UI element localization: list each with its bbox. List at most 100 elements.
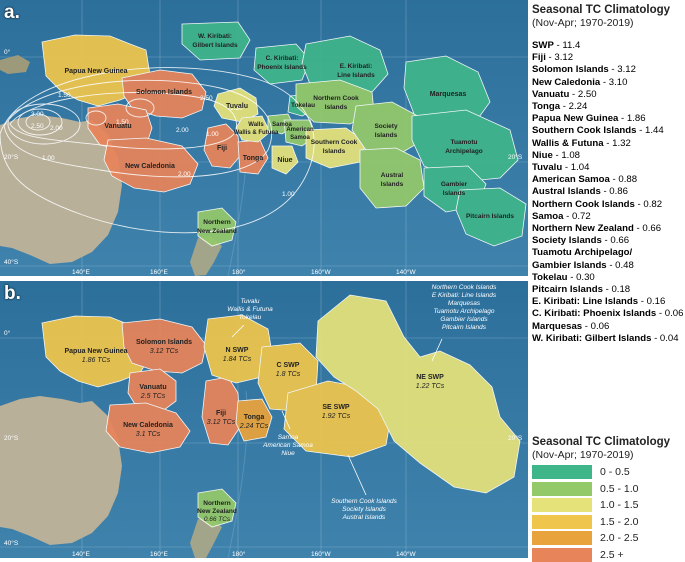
callout-cswp: American Samoa bbox=[262, 442, 313, 449]
callout-nswp: Wallis & Futuna bbox=[227, 306, 273, 313]
legend-item-name: Solomon Islands bbox=[532, 64, 609, 76]
contour-labels: 3.00 2.50 2.00 2.00 1.50 1.50 1.50 1.00 … bbox=[31, 92, 295, 198]
region-fiji bbox=[203, 123, 241, 169]
legend-item-value: - 2.50 bbox=[569, 88, 597, 100]
legend-item-value: - 1.44 bbox=[636, 125, 664, 137]
label-solomon: Solomon Islands bbox=[136, 89, 192, 96]
legend-item-value: - 0.18 bbox=[602, 284, 631, 296]
label-nz-2: New Zealand bbox=[197, 228, 237, 235]
contours bbox=[0, 67, 315, 234]
label-region: SE SWP bbox=[322, 404, 350, 411]
regions-b bbox=[41, 294, 521, 528]
legend-item-value: - 0.30 bbox=[567, 271, 595, 283]
label-region: Papua New Guinea bbox=[64, 348, 127, 355]
legend-item-value: - 0.82 bbox=[634, 198, 663, 210]
legend-list-item: Samoa - 0.72 bbox=[532, 211, 685, 223]
legend-list-item: Northern Cook Islands - 0.82 bbox=[532, 199, 685, 211]
contour-label: 1.00 bbox=[282, 191, 295, 198]
label-value: 1.8 TCs bbox=[276, 371, 301, 378]
label-society-1: Society bbox=[374, 123, 398, 130]
label-tuamotu-2: Archipelago bbox=[445, 148, 483, 155]
region-vanuatu bbox=[127, 368, 177, 414]
label-fiji: Fiji bbox=[217, 145, 227, 152]
land bbox=[0, 396, 222, 558]
legend-list-item: Tuamotu Archipelago/ bbox=[532, 247, 685, 259]
label-tuvalu: Tuvalu bbox=[226, 103, 248, 110]
legend-swatch-label: 0.5 - 1.0 bbox=[600, 482, 639, 495]
legend-item-name: Tokelau bbox=[532, 271, 568, 283]
legend-item-value: - 0.88 bbox=[609, 174, 638, 186]
legend-list-item: American Samoa - 0.88 bbox=[532, 174, 685, 186]
label-vanuatu: Vanuatu bbox=[104, 123, 131, 130]
legend-item-name: Niue bbox=[532, 149, 553, 161]
legend-list-item: Fiji - 3.12 bbox=[532, 52, 685, 64]
label-ckiri-1: C. Kiribati: bbox=[266, 55, 299, 62]
callout-neswp: Tuamotu Archipelago bbox=[433, 308, 494, 315]
label-tuamotu-1: Tuamotu bbox=[451, 139, 478, 146]
label-value: 1.22 TCs bbox=[416, 383, 445, 390]
label-wkiri-1: W. Kiribati: bbox=[198, 33, 232, 40]
legend-item-name: SWP bbox=[532, 40, 554, 51]
label-newcal: New Caledonia bbox=[125, 163, 175, 170]
label-society-2: Islands bbox=[375, 132, 398, 139]
contour-label: 2.50 bbox=[31, 123, 44, 130]
region-pitcairn bbox=[455, 187, 527, 247]
callout-neswp: Gambier Islands bbox=[440, 316, 488, 323]
legend-list-item: New Caledonia - 3.10 bbox=[532, 77, 685, 89]
contour-label: 2.00 bbox=[178, 171, 191, 178]
label-gambier-1: Gambier bbox=[441, 181, 468, 188]
label-amsamoa-1: American bbox=[286, 127, 314, 133]
label-ckiri-2: Phoenix Islands bbox=[257, 64, 307, 71]
label-value: 3.1 TCs bbox=[136, 431, 161, 438]
legend-swatch bbox=[532, 498, 592, 512]
label-value: 2.24 TCs bbox=[239, 423, 269, 430]
label-tokelau: Tokelau bbox=[291, 102, 315, 109]
legend-swatch-label: 1.0 - 1.5 bbox=[600, 499, 639, 511]
map-b-svg: Papua New Guinea 1.86 TCs Solomon Island… bbox=[0, 281, 528, 558]
region-tonga bbox=[235, 398, 273, 442]
lat-label: 20°S bbox=[4, 434, 19, 442]
legend-list-item: Tuvalu - 1.04 bbox=[532, 162, 685, 174]
legend-list-item: W. Kiribati: Gilbert Islands - 0.04 bbox=[532, 333, 685, 345]
lat-label: 40°S bbox=[4, 258, 19, 266]
callout-neswp: Pitcairn Islands bbox=[442, 324, 487, 331]
callout-cswp: Samoa bbox=[278, 434, 299, 441]
contour-label: 1.50 bbox=[230, 105, 243, 112]
legend-item-name: American Samoa bbox=[532, 174, 610, 186]
legend-item-name: Vanuatu bbox=[532, 88, 570, 100]
contour-label: 2.00 bbox=[176, 127, 189, 134]
label-wallis: Wallis & Futuna bbox=[234, 130, 279, 136]
label-region: Northern bbox=[203, 500, 230, 507]
callout-nswp: Tokelau bbox=[239, 314, 262, 321]
label-scook-1: Southern Cook bbox=[311, 139, 358, 146]
legend-item-name: New Caledonia bbox=[532, 76, 601, 88]
top-legend-subtitle: (Nov-Apr; 1970-2019) bbox=[532, 17, 634, 29]
legend-item-value: - 1.04 bbox=[562, 162, 590, 174]
lon-label: 160°E bbox=[150, 550, 168, 558]
legend-list-item: Society Islands - 0.66 bbox=[532, 235, 685, 247]
contour-label: 2.50 bbox=[200, 95, 213, 102]
region-seswp bbox=[283, 380, 393, 458]
legend-item-value: - 1.32 bbox=[603, 137, 631, 149]
legend-item-name: Gambier Islands bbox=[532, 259, 607, 271]
label-region: Fiji bbox=[216, 410, 226, 417]
callout-neswp: Marquesas bbox=[448, 300, 481, 307]
label-value: 2.5 TCs bbox=[140, 393, 166, 400]
legend-list-item: Pitcairn Islands - 0.18 bbox=[532, 284, 685, 296]
label-marquesas: Marquesas bbox=[430, 91, 467, 98]
panel-b-letter: b. bbox=[4, 283, 21, 304]
legend-list-item: Gambier Islands - 0.48 bbox=[532, 260, 685, 272]
panel-a-letter: a. bbox=[4, 2, 20, 23]
graticule-labels-a: 0° 20°S 20°S 40°S 140°E 160°E 180° 160°W… bbox=[4, 48, 523, 276]
label-samoa: Samoa bbox=[272, 122, 292, 128]
legend-list-item: E. Kiribati: Line Islands - 0.16 bbox=[532, 296, 685, 308]
lon-label: 140°E bbox=[72, 268, 90, 276]
legend-item-name: Pitcairn Islands bbox=[532, 284, 603, 296]
label-value: 1.92 TCs bbox=[322, 413, 351, 420]
legend-item-value: - 0.86 bbox=[600, 186, 628, 198]
region-society bbox=[351, 101, 421, 157]
legend-item-name: W. Kiribati: Gilbert Islands bbox=[532, 332, 652, 344]
lon-label: 180° bbox=[232, 268, 246, 276]
label-niue: Niue bbox=[277, 157, 292, 164]
legend-list-item: Tonga - 2.24 bbox=[532, 101, 685, 113]
